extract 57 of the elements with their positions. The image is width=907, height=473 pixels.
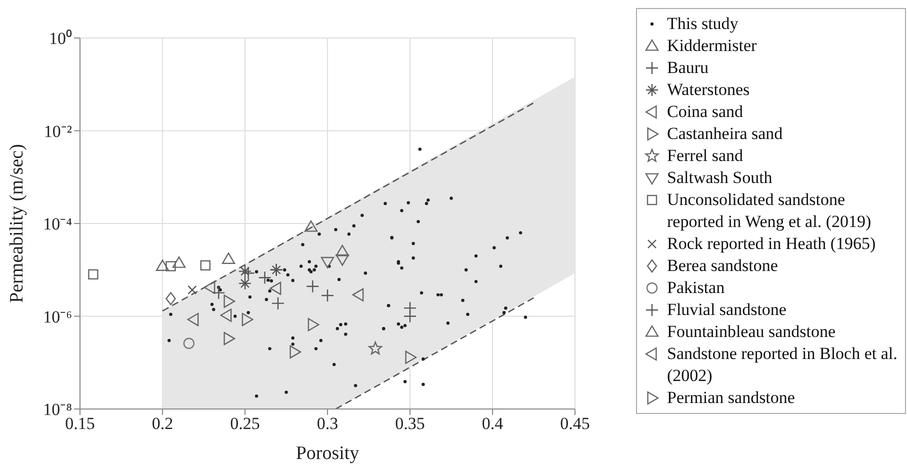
y-tick-label: 10⁰ — [49, 29, 72, 48]
legend-label: Unconsolidated sandstone reported in Weng et al. (2019) — [667, 189, 872, 233]
legend-label: Sandstone reported in Bloch et al. (2002) — [667, 343, 898, 387]
legend-label: Bauru — [667, 57, 709, 79]
legend-label: Berea sandstone — [667, 255, 778, 277]
x-tick-label: 0.2 — [152, 414, 174, 434]
legend-label: Castanheira sand — [667, 123, 783, 145]
point — [222, 252, 236, 264]
point — [405, 350, 417, 364]
point — [166, 261, 176, 272]
x-tick-label: 0.45 — [560, 414, 590, 434]
point — [271, 296, 285, 310]
x-tick-label: 0.25 — [230, 414, 260, 434]
point — [200, 260, 210, 270]
legend-label: Waterstones — [667, 79, 750, 101]
legend-label: Coina sand — [667, 101, 744, 123]
point — [336, 254, 349, 266]
point — [166, 292, 176, 306]
point — [320, 256, 334, 268]
point — [224, 294, 236, 308]
x-tick-label: 0.35 — [395, 414, 425, 434]
legend-label: Pakistan — [667, 277, 725, 299]
point — [220, 308, 232, 322]
legend-label: Fountainbleau sandstone — [667, 321, 836, 343]
legend-label: Permian sandstone — [667, 387, 795, 409]
point — [242, 312, 254, 326]
legend-label: This study — [667, 13, 738, 35]
point — [308, 318, 320, 332]
x-tick-label: 0.3 — [316, 414, 338, 434]
x-tick-label: 0.4 — [482, 414, 504, 434]
point — [320, 288, 334, 302]
point — [290, 345, 302, 359]
point — [172, 256, 186, 268]
legend-label: Rock reported in Heath (1965) — [667, 233, 876, 255]
legend-label: Fluvial sandstone — [667, 299, 786, 321]
point — [368, 342, 382, 355]
point — [352, 288, 364, 302]
point — [204, 280, 216, 294]
x-axis-title: Porosity — [296, 443, 360, 464]
y-tick-label: 10⁻⁴ — [43, 214, 72, 234]
point — [336, 244, 349, 256]
legend-label: Kiddermister — [667, 35, 757, 57]
y-tick-label: 10⁻⁶ — [43, 307, 72, 326]
point — [270, 282, 282, 295]
x-tick-label: 0.15 — [65, 414, 95, 434]
point — [183, 338, 194, 349]
point — [238, 264, 252, 278]
y-axis-title: Permeability (m/sec) — [6, 144, 28, 303]
point — [156, 260, 170, 272]
point — [224, 332, 236, 346]
point — [304, 220, 318, 232]
legend-label: Saltwash South — [667, 167, 772, 189]
point — [88, 269, 98, 280]
point — [187, 312, 199, 326]
legend-label: Ferrel sand — [667, 145, 744, 167]
y-tick-label: 10⁻² — [44, 122, 72, 141]
point — [188, 285, 197, 294]
